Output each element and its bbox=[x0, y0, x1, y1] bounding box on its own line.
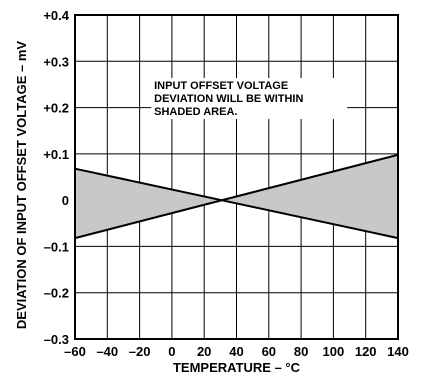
y-tick-label: 0 bbox=[62, 193, 69, 208]
y-tick-label: –0.3 bbox=[44, 332, 69, 347]
x-tick-label: 60 bbox=[262, 344, 276, 359]
shaded-region-2 bbox=[220, 154, 398, 239]
y-tick-label: +0.1 bbox=[43, 147, 69, 162]
x-tick-label: 20 bbox=[197, 344, 211, 359]
x-tick-label: 80 bbox=[294, 344, 308, 359]
x-tick-label: –60 bbox=[64, 344, 86, 359]
annotation-line-2: DEVIATION WILL BE WITHIN bbox=[154, 93, 303, 105]
shaded-region-1 bbox=[75, 168, 221, 239]
plot-frame bbox=[74, 14, 399, 340]
boundary-lines bbox=[74, 153, 399, 240]
y-tick-label: –0.1 bbox=[44, 239, 69, 254]
y-tick-labels: +0.4 +0.3 +0.2 +0.1 0 –0.1 –0.2 –0.3 bbox=[43, 8, 69, 347]
y-tick-label: –0.2 bbox=[44, 286, 69, 301]
annotation-background bbox=[151, 78, 348, 120]
annotation-line-1: INPUT OFFSET VOLTAGE bbox=[154, 80, 288, 92]
annotation-line-3: SHADED AREA. bbox=[154, 106, 237, 118]
x-tick-label: 100 bbox=[323, 344, 345, 359]
x-tick-labels: –60 –40 –20 0 20 40 60 80 100 120 140 bbox=[64, 344, 409, 359]
y-tick-label: +0.2 bbox=[43, 101, 69, 116]
boundary-line-2 bbox=[74, 167, 399, 240]
boundary-line-1 bbox=[74, 153, 399, 240]
x-tick-label: 40 bbox=[229, 344, 243, 359]
x-tick-label: –40 bbox=[96, 344, 118, 359]
x-tick-label: 0 bbox=[168, 344, 175, 359]
y-tick-label: +0.3 bbox=[43, 54, 69, 69]
shaded-area bbox=[75, 154, 398, 239]
x-tick-label: 140 bbox=[387, 344, 409, 359]
x-tick-label: –20 bbox=[129, 344, 151, 359]
y-axis-label: DEVIATION OF INPUT OFFSET VOLTAGE – mV bbox=[14, 41, 29, 330]
x-tick-label: 120 bbox=[355, 344, 377, 359]
x-axis-label: TEMPERATURE – °C bbox=[173, 360, 301, 375]
y-tick-label: +0.4 bbox=[43, 8, 69, 23]
